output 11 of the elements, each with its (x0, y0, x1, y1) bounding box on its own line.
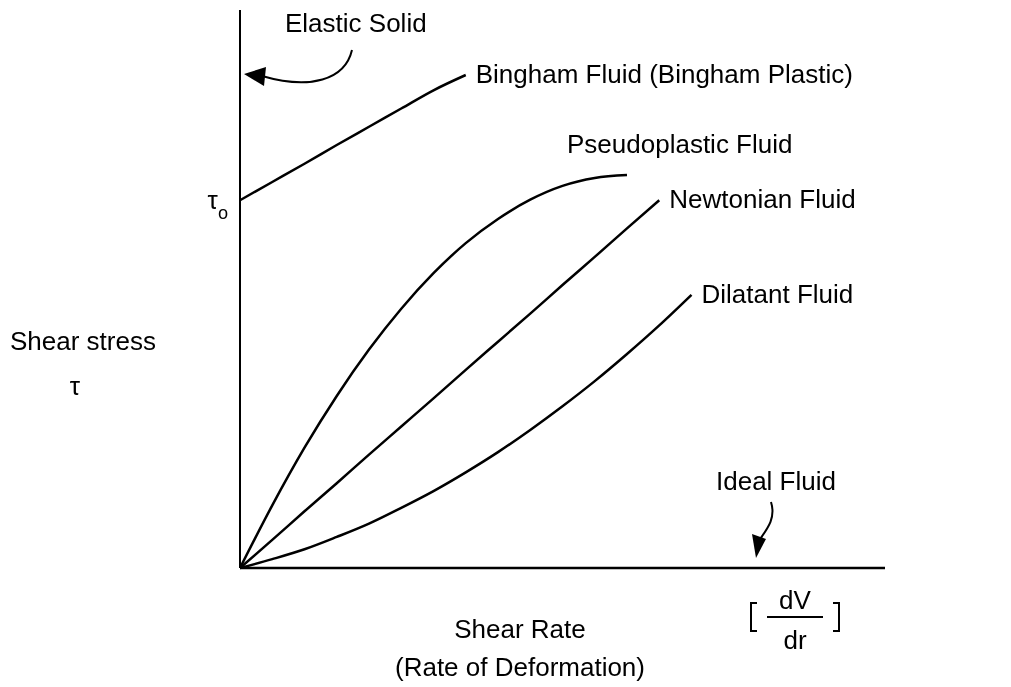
text: dV (779, 585, 812, 615)
x-axis-title: Shear Rate (Rate of Deformation) (395, 614, 645, 682)
text: Elastic Solid (285, 8, 427, 38)
text: dr (783, 625, 807, 655)
y-axis-title: Shear stress τ (10, 326, 156, 401)
annotation: τ$_{o}$ (207, 185, 228, 224)
series-label: Pseudoplastic Fluid (567, 129, 793, 160)
series-label: Newtonian Fluid (669, 184, 856, 215)
text: Ideal Fluid (716, 466, 836, 496)
series-label: Bingham Fluid (Bingham Plastic) (475, 59, 853, 89)
series-label: Dilatant Fluid (701, 278, 854, 309)
